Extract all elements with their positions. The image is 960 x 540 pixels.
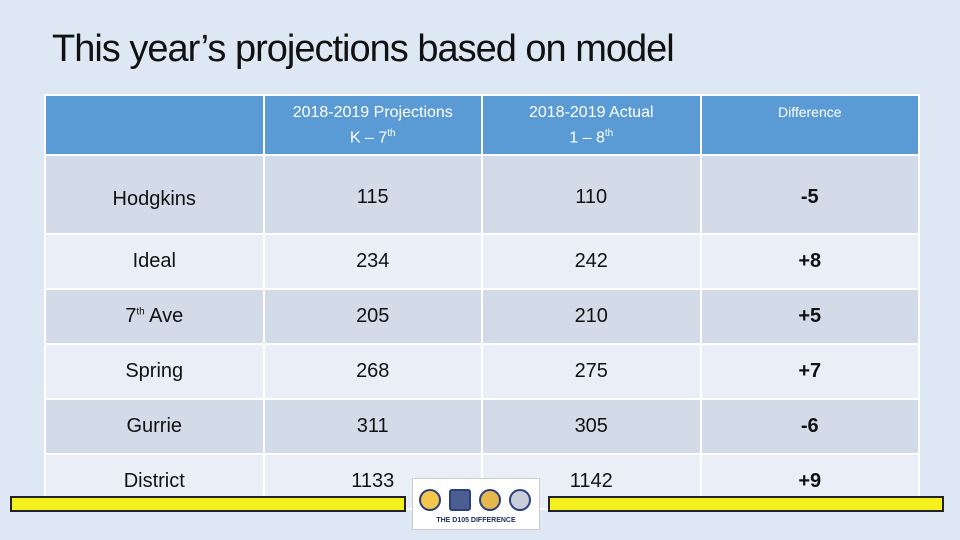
district-logo: THE D105 DIFFERENCE	[412, 478, 540, 530]
difference-value: +5	[699, 288, 920, 345]
header-actual: 2018-2019 Actual 1 – 8th	[481, 94, 702, 156]
projection-value: 234	[262, 233, 483, 290]
school-seal-icon	[479, 489, 501, 511]
table-row: Gurrie 311 305 -6	[44, 398, 920, 455]
logo-text: THE D105 DIFFERENCE	[436, 517, 516, 524]
page-title: This year’s projections based on model	[52, 28, 675, 70]
school-name: 7th Ave	[44, 288, 265, 345]
header-projections-line1: 2018-2019 Projections	[292, 103, 453, 121]
actual-value: 275	[481, 343, 702, 400]
footer-bar-right	[548, 496, 944, 512]
table-row: Spring 268 275 +7	[44, 343, 920, 400]
difference-value: -6	[699, 398, 920, 455]
school-name-sup: th	[136, 306, 145, 318]
actual-value: 305	[481, 398, 702, 455]
header-projections-line2: K – 7	[349, 129, 388, 147]
projections-table: 2018-2019 Projections K – 7th 2018-2019 …	[44, 94, 920, 510]
school-name: Gurrie	[44, 398, 265, 455]
projection-value: 268	[262, 343, 483, 400]
table-row: 7th Ave 205 210 +5	[44, 288, 920, 345]
school-name: Ideal	[44, 233, 265, 290]
difference-value: -5	[699, 154, 920, 235]
header-actual-line2: 1 – 8	[569, 129, 605, 147]
actual-value: 242	[481, 233, 702, 290]
actual-value: 210	[481, 288, 702, 345]
school-seal-icon	[419, 489, 441, 511]
table-row: Ideal 234 242 +8	[44, 233, 920, 290]
projection-value: 311	[262, 398, 483, 455]
header-actual-line1: 2018-2019 Actual	[528, 103, 654, 121]
header-actual-sup: th	[604, 127, 614, 139]
header-projections-sup: th	[387, 127, 396, 139]
difference-value: +8	[699, 233, 920, 290]
difference-value: +7	[699, 343, 920, 400]
school-name: Hodgkins	[44, 154, 265, 235]
school-name: Spring	[44, 343, 265, 400]
projection-value: 115	[262, 154, 483, 235]
header-projections: 2018-2019 Projections K – 7th	[262, 94, 483, 156]
actual-value: 110	[481, 154, 702, 235]
projection-value: 205	[262, 288, 483, 345]
footer-bar-left	[10, 496, 406, 512]
school-name-prefix: 7	[125, 305, 137, 327]
header-blank	[44, 94, 265, 156]
school-seal-icon	[509, 489, 531, 511]
table-header-row: 2018-2019 Projections K – 7th 2018-2019 …	[44, 94, 920, 156]
school-seal-icon	[449, 489, 471, 511]
school-name-suffix: Ave	[144, 305, 184, 327]
table-row: Hodgkins 115 110 -5	[44, 154, 920, 235]
header-difference: Difference	[699, 94, 920, 156]
